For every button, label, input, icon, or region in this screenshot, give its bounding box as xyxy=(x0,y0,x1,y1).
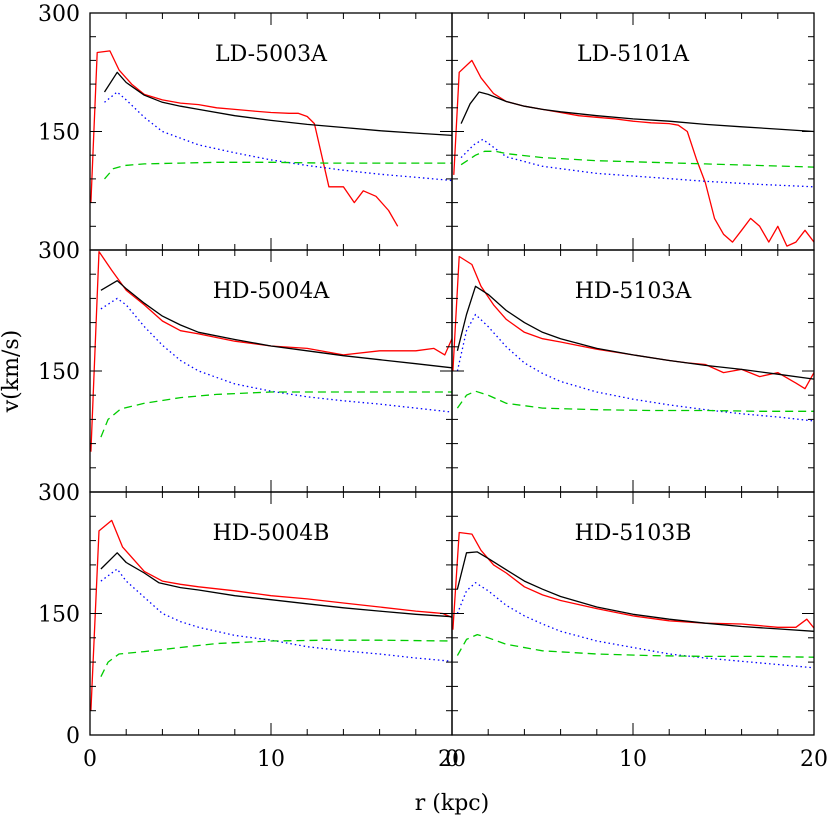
panel-title: LD-5101A xyxy=(577,42,690,67)
panel-title: HD-5004B xyxy=(213,521,330,546)
series-dotted-blue xyxy=(100,568,452,662)
series-group xyxy=(90,250,452,452)
series-dashed-green xyxy=(100,391,452,438)
series-group xyxy=(452,255,814,422)
panel-hd-5103a: HD-5103A xyxy=(451,249,815,493)
series-solid-black xyxy=(100,552,452,618)
series-solid-red xyxy=(452,531,814,630)
x-tick-label: 0 xyxy=(445,747,459,772)
y-tick-label: 0 xyxy=(66,724,80,749)
series-solid-red xyxy=(90,50,399,227)
series-dashed-green xyxy=(100,639,452,677)
y-axis-label: v(km/s) xyxy=(0,330,24,414)
y-tick-label: 300 xyxy=(38,239,80,264)
x-tick-label: 20 xyxy=(438,747,466,772)
series-group xyxy=(452,531,814,669)
series-solid-black xyxy=(460,91,814,133)
x-tick-label: 0 xyxy=(83,747,97,772)
series-solid-red xyxy=(90,519,452,711)
series-dotted-blue xyxy=(460,138,814,188)
x-tick-label: 10 xyxy=(619,747,647,772)
series-group xyxy=(90,519,452,711)
panel-title: HD-5004A xyxy=(213,279,331,304)
x-axis-label: r (kpc) xyxy=(415,791,489,816)
y-tick-label: 150 xyxy=(38,603,80,628)
panel-title: LD-5003A xyxy=(215,42,328,67)
series-dashed-green xyxy=(456,633,814,658)
series-group xyxy=(90,50,452,227)
series-dotted-blue xyxy=(456,582,814,669)
series-dotted-blue xyxy=(104,91,452,182)
axis-labels: r (kpc) v(km/s) xyxy=(0,330,489,816)
y-tick-label: 300 xyxy=(38,2,80,27)
series-solid-black xyxy=(103,71,452,137)
series-dashed-green xyxy=(460,150,814,168)
series-solid-black xyxy=(456,551,814,632)
series-solid-black xyxy=(456,285,814,380)
series-dotted-blue xyxy=(100,297,452,413)
series-solid-red xyxy=(452,255,814,390)
series-dashed-green xyxy=(456,390,814,412)
panel-title: HD-5103B xyxy=(575,521,692,546)
y-tick-label: 150 xyxy=(38,121,80,146)
y-tick-label: 150 xyxy=(38,360,80,385)
panel-ld-5101a: LD-5101A xyxy=(451,12,815,251)
series-dotted-blue xyxy=(456,313,814,422)
panel-hd-5103b: HD-5103B 0 10 20 xyxy=(445,491,828,772)
panel-hd-5004a: HD-5004A 150 300 xyxy=(38,239,453,493)
panel-hd-5004b: HD-5004B 0 150 300 0 10 20 xyxy=(38,481,466,772)
series-dashed-green xyxy=(104,161,452,180)
x-tick-label: 10 xyxy=(257,747,285,772)
panel-title: HD-5103A xyxy=(575,279,693,304)
series-solid-red xyxy=(453,59,814,247)
series-group xyxy=(453,59,814,247)
y-tick-label: 300 xyxy=(38,481,80,506)
x-tick-label: 20 xyxy=(800,747,828,772)
series-solid-black xyxy=(100,280,452,369)
panel-ld-5003a: LD-5003A 150 300 xyxy=(38,2,453,251)
panel-grid: LD-5003A150300LD-5101AHD-5004A150300HD-5… xyxy=(38,2,828,772)
